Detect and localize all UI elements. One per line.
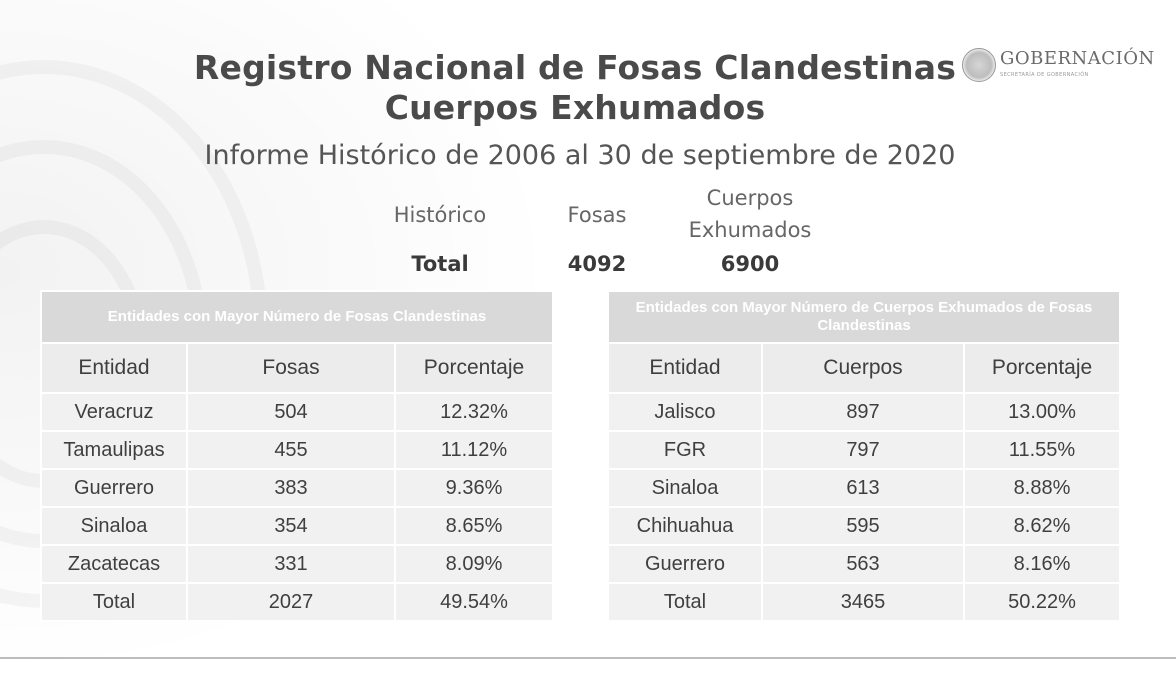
cell-fosas: 504 <box>186 392 396 432</box>
historico-col-fosas: Fosas <box>567 203 627 227</box>
cell-porcentaje: 8.88% <box>962 468 1122 508</box>
report-subtitle: Informe Histórico de 2006 al 30 de septi… <box>204 140 956 171</box>
cell-fosas: 455 <box>186 430 396 470</box>
cell-entidad: Jalisco <box>607 392 763 432</box>
cell-entidad: Guerrero <box>607 544 763 584</box>
cell-entidad: FGR <box>607 430 763 470</box>
table-row: Sinaloa 354 8.65% <box>40 506 554 546</box>
cell-cuerpos: 595 <box>761 506 965 546</box>
column-header-entidad: Entidad <box>607 342 763 394</box>
page-title-second-line: Cuerpos Exhumados <box>384 88 766 127</box>
cell-entidad: Sinaloa <box>40 506 188 546</box>
column-header-porcentaje: Porcentaje <box>394 342 554 394</box>
cell-porcentaje: 49.54% <box>394 582 554 622</box>
cell-entidad: Tamaulipas <box>40 430 188 470</box>
cell-cuerpos: 3465 <box>761 582 965 622</box>
table-row: Veracruz 504 12.32% <box>40 392 554 432</box>
table-row: Chihuahua 595 8.62% <box>607 506 1122 546</box>
historico-total-label: Total <box>411 252 469 276</box>
historico-total-fosas: 4092 <box>567 252 627 276</box>
table-total-row: Total 2027 49.54% <box>40 582 554 622</box>
cell-porcentaje: 11.12% <box>394 430 554 470</box>
fosas-table-title: Entidades con Mayor Número de Fosas Clan… <box>40 290 554 344</box>
logo-subtext: SECRETARÍA DE GOBERNACIÓN <box>1000 72 1089 78</box>
cell-porcentaje: 13.00% <box>962 392 1122 432</box>
cell-porcentaje: 9.36% <box>394 468 554 508</box>
cell-porcentaje: 50.22% <box>962 582 1122 622</box>
cell-cuerpos: 563 <box>761 544 965 584</box>
cell-porcentaje: 11.55% <box>962 430 1122 470</box>
table-row: FGR 797 11.55% <box>607 430 1122 470</box>
cell-porcentaje: 8.65% <box>394 506 554 546</box>
national-seal-icon <box>962 48 996 82</box>
cuerpos-table-title: Entidades con Mayor Número de Cuerpos Ex… <box>606 290 1122 344</box>
cell-cuerpos: 797 <box>761 430 965 470</box>
table-row: Tamaulipas 455 11.12% <box>40 430 554 470</box>
table-row: Guerrero 563 8.16% <box>607 544 1122 584</box>
cell-cuerpos: 613 <box>761 468 965 508</box>
page-title: Registro Nacional de Fosas Clandestinas <box>193 48 957 87</box>
table-row: Jalisco 897 13.00% <box>607 392 1122 432</box>
fosas-table: Entidades con Mayor Número de Fosas Clan… <box>40 290 554 622</box>
column-header-porcentaje: Porcentaje <box>962 342 1122 394</box>
cell-porcentaje: 12.32% <box>394 392 554 432</box>
cell-porcentaje: 8.16% <box>962 544 1122 584</box>
column-header-entidad: Entidad <box>40 342 188 394</box>
cell-fosas: 2027 <box>186 582 396 622</box>
column-header-cuerpos: Cuerpos <box>761 342 965 394</box>
table-row: Guerrero 383 9.36% <box>40 468 554 508</box>
cell-porcentaje: 8.62% <box>962 506 1122 546</box>
gobernacion-logo: GOBERNACIÓN SECRETARÍA DE GOBERNACIÓN <box>962 46 1162 86</box>
table-row: Zacatecas 331 8.09% <box>40 544 554 584</box>
cell-porcentaje: 8.09% <box>394 544 554 584</box>
cell-fosas: 383 <box>186 468 396 508</box>
historico-total-cuerpos: 6900 <box>720 252 780 276</box>
cuerpos-table: Entidades con Mayor Número de Cuerpos Ex… <box>606 290 1122 622</box>
column-header-fosas: Fosas <box>186 342 396 394</box>
cell-entidad: Veracruz <box>40 392 188 432</box>
logo-text: GOBERNACIÓN <box>1000 48 1155 69</box>
table-total-row: Total 3465 50.22% <box>607 582 1122 622</box>
cell-fosas: 354 <box>186 506 396 546</box>
cell-cuerpos: 897 <box>761 392 965 432</box>
historico-col-cuerpos-line2: Exhumados <box>688 218 812 242</box>
cell-entidad: Guerrero <box>40 468 188 508</box>
historico-col-cuerpos-line1: Cuerpos <box>706 186 794 210</box>
cell-entidad: Total <box>607 582 763 622</box>
table-row: Sinaloa 613 8.88% <box>607 468 1122 508</box>
cell-fosas: 331 <box>186 544 396 584</box>
historico-label: Histórico <box>393 203 487 227</box>
cell-entidad: Zacatecas <box>40 544 188 584</box>
cell-entidad: Sinaloa <box>607 468 763 508</box>
cell-entidad: Total <box>40 582 188 622</box>
bottom-divider <box>0 657 1176 659</box>
cell-entidad: Chihuahua <box>607 506 763 546</box>
